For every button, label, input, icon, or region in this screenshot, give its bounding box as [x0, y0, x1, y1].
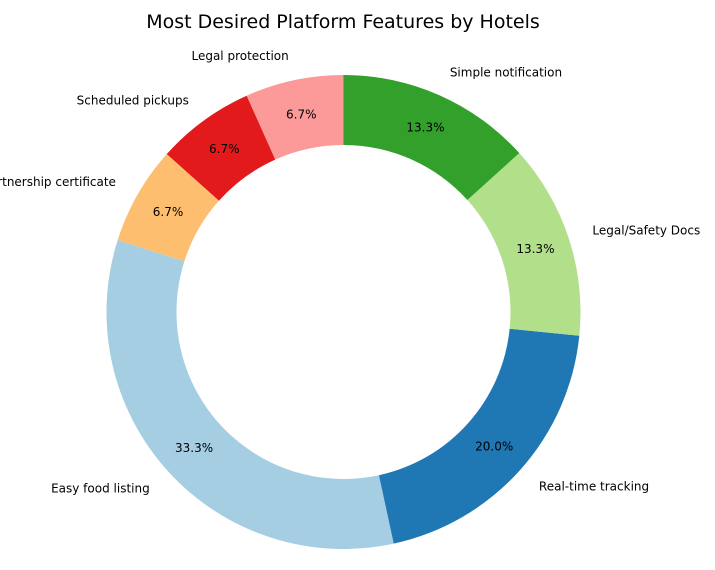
category-label-easy-food-listing: Easy food listing	[51, 481, 150, 495]
percent-label-easy-food-listing: 33.3%	[175, 441, 213, 455]
category-labels-group: Legal protection Scheduled pickups Partner…	[0, 49, 700, 496]
percent-label-partnership-certificate: 6.7%	[153, 205, 184, 219]
percent-label-real-time-tracking: 20.0%	[475, 440, 513, 454]
category-label-real-time-tracking: Real-time tracking	[539, 479, 649, 493]
slice-simple-notification	[343, 75, 520, 200]
chart-title: Most Desired Platform Features by Hotels	[146, 11, 540, 33]
slice-easy-food-listing	[106, 240, 394, 549]
slice-real-time-tracking	[378, 328, 580, 544]
category-label-legal-protection: Legal protection	[191, 49, 288, 63]
percent-label-simple-notification: 13.3%	[406, 120, 444, 134]
percent-label-scheduled-pickups: 6.7%	[209, 142, 240, 156]
category-label-legal-safety-docs: Legal/Safety Docs	[592, 223, 700, 237]
slice-scheduled-pickups	[166, 95, 276, 201]
percent-label-legal-safety-docs: 13.3%	[516, 242, 554, 256]
category-label-partnership-certificate: Partnership certificate	[0, 175, 116, 189]
slices-group	[106, 75, 581, 549]
category-label-simple-notification: Simple notification	[450, 66, 562, 80]
slice-legal-safety-docs	[467, 153, 581, 336]
slice-legal-protection	[246, 75, 344, 160]
category-label-scheduled-pickups: Scheduled pickups	[77, 94, 189, 108]
slice-partnership-certificate	[117, 154, 219, 262]
percent-label-legal-protection: 6.7%	[286, 107, 317, 121]
percent-labels-group: 6.7% 6.7% 6.7% 33.3% 20.0% 13.3% 13.3%	[153, 107, 555, 454]
